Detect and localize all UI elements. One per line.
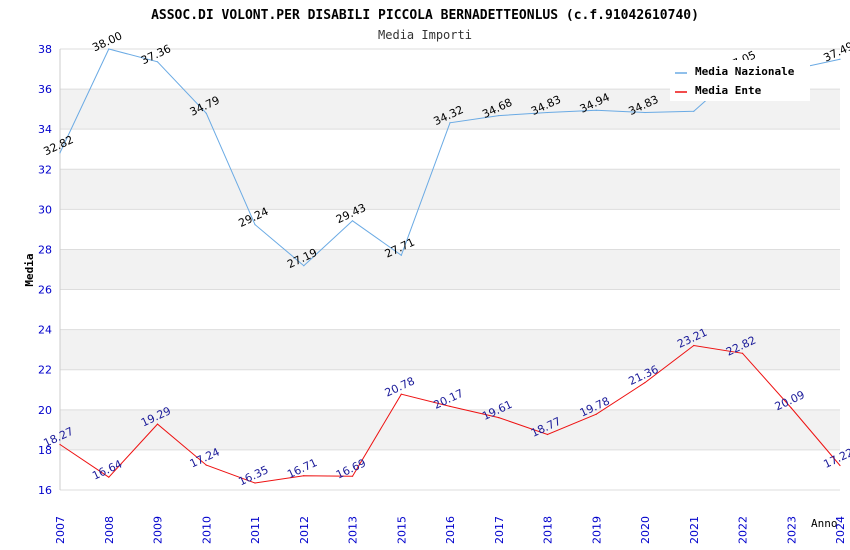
data-point	[546, 111, 549, 114]
data-point	[303, 265, 305, 267]
data-point	[644, 381, 646, 384]
y-tick-label: 30	[38, 203, 52, 216]
data-point	[449, 122, 451, 124]
y-tick-label: 38	[38, 43, 52, 56]
data-point	[498, 114, 500, 117]
data-point	[351, 220, 354, 222]
data-point	[693, 110, 695, 112]
data-point	[741, 352, 744, 354]
y-tick-label: 24	[38, 324, 52, 337]
data-point	[156, 423, 159, 425]
data-point	[839, 58, 841, 60]
grid-band	[60, 169, 840, 210]
y-tick-label: 18	[38, 444, 52, 457]
data-point	[254, 223, 256, 226]
y-tick-label: 34	[38, 123, 52, 136]
data-point	[595, 109, 597, 111]
data-point	[303, 475, 305, 477]
y-tick-label: 20	[38, 404, 52, 417]
data-label: 32.82	[41, 133, 75, 158]
data-point	[449, 405, 451, 408]
grid-band	[60, 249, 840, 290]
data-point	[644, 111, 646, 114]
data-point	[108, 476, 110, 478]
data-point	[156, 61, 159, 63]
x-tick-label: 2010	[200, 516, 213, 544]
x-tick-label: 2007	[54, 516, 67, 544]
x-tick-label: 2021	[688, 516, 701, 544]
data-point	[546, 433, 549, 436]
data-point	[498, 417, 500, 419]
data-point	[839, 464, 841, 467]
data-label: 16.35	[236, 463, 270, 488]
data-point	[59, 443, 61, 446]
data-point	[595, 413, 597, 415]
y-tick-labels: 16 18 20 22 24 26 28 30 32 34 36 38	[38, 43, 52, 497]
chart-subtitle: Media Importi	[378, 28, 472, 42]
x-tick-label: 2019	[590, 516, 603, 544]
y-tick-label: 32	[38, 163, 52, 176]
x-tick-label: 2013	[347, 516, 360, 544]
data-label: 16.64	[90, 457, 124, 482]
x-tick-label: 2009	[152, 516, 165, 544]
legend-label-nazionale: Media Nazionale	[695, 65, 795, 78]
grid-band	[60, 329, 840, 370]
data-label: 38.00	[90, 29, 124, 54]
data-point	[205, 112, 207, 114]
x-tick-label: 2017	[493, 516, 506, 544]
data-point	[205, 464, 207, 466]
y-tick-label: 16	[38, 484, 52, 497]
y-tick-label: 22	[38, 364, 52, 377]
y-axis-label: Media	[23, 253, 36, 286]
data-point	[254, 482, 256, 484]
y-tick-label: 36	[38, 83, 52, 96]
data-label: 16.69	[334, 456, 368, 481]
data-label: 37.49	[821, 40, 850, 65]
x-tick-label: 2016	[444, 516, 457, 544]
data-point	[790, 407, 792, 409]
x-tick-label: 2020	[639, 516, 652, 544]
data-point	[108, 48, 110, 50]
y-tick-label: 28	[38, 243, 52, 256]
data-point	[351, 475, 354, 477]
legend: Media Nazionale Media Ente	[670, 60, 810, 101]
legend-box	[670, 60, 810, 101]
legend-label-ente: Media Ente	[695, 84, 762, 97]
x-tick-label: 2011	[249, 516, 262, 544]
y-tick-label: 26	[38, 284, 52, 297]
data-label: 20.17	[431, 387, 465, 412]
x-tick-label: 2018	[542, 516, 555, 544]
data-label: 37.36	[139, 42, 173, 67]
x-tick-labels: 2007 2008 2009 2010 2011 2012 2013 2015 2016 2017…	[54, 516, 847, 544]
chart-title: ASSOC.DI VOLONT.PER DISABILI PICCOLA BER…	[151, 8, 699, 23]
data-point	[59, 152, 61, 154]
x-axis-label: Anno	[811, 517, 838, 530]
x-tick-label: 2024	[834, 516, 847, 544]
x-tick-label: 2012	[298, 516, 311, 544]
x-tick-label: 2023	[785, 516, 798, 544]
data-label: 16.71	[285, 456, 319, 481]
data-point	[400, 393, 402, 395]
data-point	[400, 254, 402, 256]
x-tick-label: 2008	[103, 516, 116, 544]
data-point	[693, 344, 695, 347]
x-tick-label: 2022	[737, 516, 750, 544]
grid-band	[60, 409, 840, 450]
x-tick-label: 2015	[395, 516, 408, 544]
